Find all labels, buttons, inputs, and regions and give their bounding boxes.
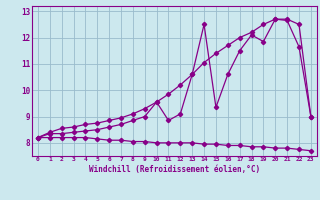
X-axis label: Windchill (Refroidissement éolien,°C): Windchill (Refroidissement éolien,°C) bbox=[89, 165, 260, 174]
